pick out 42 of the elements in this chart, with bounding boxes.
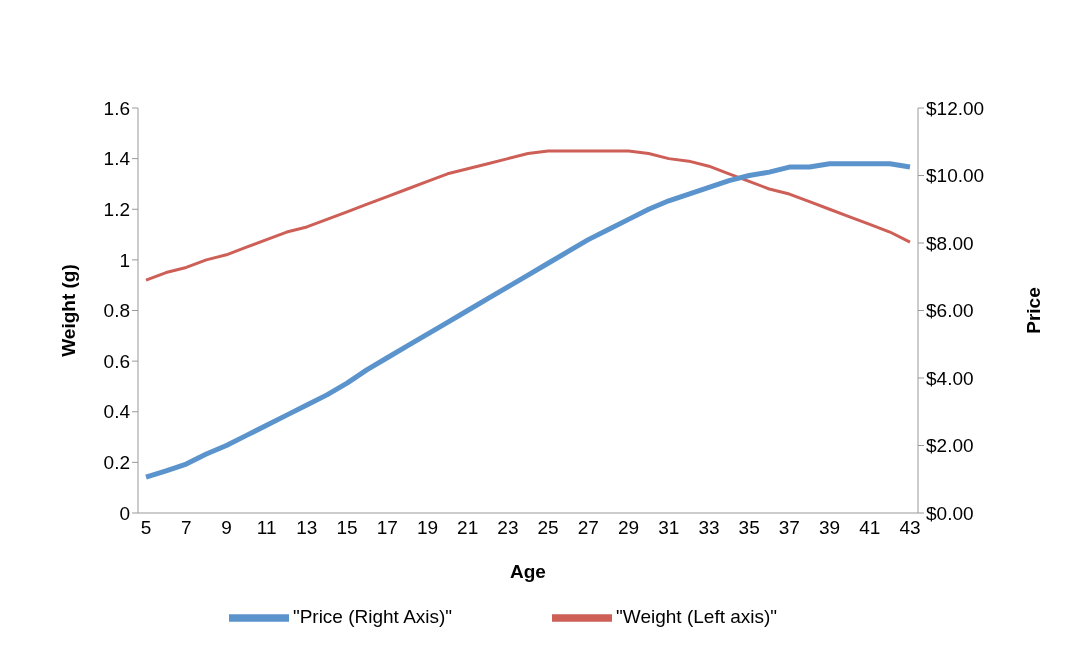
x-axis-title: Age [510, 561, 546, 582]
x-tick-label: 29 [617, 517, 640, 539]
x-tick-label: 15 [336, 517, 358, 539]
x-tick-label: 11 [256, 517, 277, 539]
y-tick-label: 1.6 [103, 97, 130, 119]
line-series [144, 149, 912, 282]
y-tick-label: 0.2 [103, 452, 130, 474]
x-tick-label: 41 [859, 517, 881, 539]
x-tick-label: 23 [497, 517, 519, 539]
y2-tick-label: $12.00 [926, 97, 985, 119]
y2-tick-label: $4.00 [926, 367, 974, 389]
x-tick-label: 39 [819, 517, 841, 539]
y-tick-label: 1.4 [103, 148, 131, 170]
y-tick-label: 1 [119, 249, 130, 271]
y2-tick-label: $6.00 [926, 300, 974, 322]
y-tick-label: 0.4 [103, 401, 131, 423]
x-tick-label: 33 [698, 517, 720, 539]
x-tick-label: 31 [658, 517, 680, 539]
x-tick-label: 37 [778, 517, 800, 539]
legend-label: "Price (Right Axis)" [292, 606, 453, 628]
x-tick-label: 21 [457, 517, 479, 539]
x-tick-label: 17 [376, 517, 398, 539]
y2-tick-label: $8.00 [926, 232, 974, 254]
x-tick-label: 27 [577, 517, 599, 539]
y2-tick-label: $0.00 [926, 502, 974, 524]
x-tick-label: 35 [738, 517, 760, 539]
x-tick-label: 43 [899, 517, 921, 539]
y2-axis-title: Price [1022, 287, 1044, 334]
x-tick-label: 5 [140, 517, 152, 539]
x-tick-label: 13 [296, 517, 318, 539]
legend-label: "Weight (Left axis)" [616, 606, 778, 628]
y2-tick-label: $10.00 [926, 165, 985, 187]
y-tick-label: 0 [119, 502, 130, 524]
y-tick-label: 0.6 [103, 350, 130, 372]
y-tick-label: 1.2 [103, 198, 130, 220]
x-tick-label: 7 [180, 517, 192, 539]
y-axis-title: Weight (g) [57, 264, 79, 357]
x-tick-label: 9 [221, 517, 232, 539]
y2-tick-label: $2.00 [926, 435, 974, 457]
x-tick-label: 19 [416, 517, 439, 539]
x-tick-label: 25 [537, 517, 559, 539]
y-tick-label: 0.8 [103, 300, 130, 322]
